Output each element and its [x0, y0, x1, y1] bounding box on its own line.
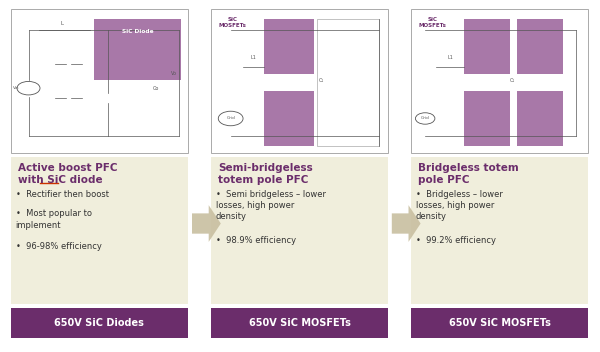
Text: Co: Co — [153, 86, 159, 91]
Bar — [11, 157, 188, 304]
Text: 650V SiC Diodes: 650V SiC Diodes — [55, 318, 144, 328]
Bar — [211, 308, 388, 338]
Text: SiC
MOSFETs: SiC MOSFETs — [418, 18, 446, 28]
Text: L: L — [61, 21, 64, 26]
Bar — [211, 9, 388, 153]
Bar — [464, 91, 510, 146]
Text: C₁: C₁ — [319, 78, 323, 83]
Text: 650V SiC MOSFETs: 650V SiC MOSFETs — [449, 318, 550, 328]
Bar — [317, 19, 379, 146]
Text: •  99.2% efficiency: • 99.2% efficiency — [416, 236, 496, 245]
Text: Grid: Grid — [421, 117, 430, 120]
Text: •  Semi bridgeless – lower
losses, high power
density: • Semi bridgeless – lower losses, high p… — [216, 190, 326, 221]
Bar — [517, 19, 563, 74]
Bar — [411, 308, 588, 338]
Text: •  Rectifier then boost: • Rectifier then boost — [16, 190, 109, 199]
Bar — [517, 91, 563, 146]
Bar — [11, 9, 188, 153]
Text: •  98.9% efficiency: • 98.9% efficiency — [216, 236, 296, 245]
Bar — [464, 19, 510, 74]
Text: •  Most popular to
implement: • Most popular to implement — [16, 209, 92, 230]
Text: Vo: Vo — [170, 71, 176, 76]
Text: Active boost PFC
with SiC diode: Active boost PFC with SiC diode — [18, 163, 118, 185]
Bar — [411, 157, 588, 304]
Text: SiC
MOSFETs: SiC MOSFETs — [218, 18, 247, 28]
Text: L1: L1 — [447, 55, 453, 61]
Text: •  96-98% efficiency: • 96-98% efficiency — [16, 242, 101, 251]
Text: Grid: Grid — [226, 117, 235, 120]
Polygon shape — [192, 205, 221, 242]
Text: 650V SiC MOSFETs: 650V SiC MOSFETs — [249, 318, 350, 328]
Bar — [265, 19, 314, 74]
Polygon shape — [392, 205, 421, 242]
Text: L1: L1 — [251, 55, 257, 61]
Text: C₁: C₁ — [509, 78, 515, 83]
Text: •  Bridgeless – lower
losses, high power
density: • Bridgeless – lower losses, high power … — [416, 190, 503, 221]
Bar — [211, 157, 388, 304]
Text: SiC Diode: SiC Diode — [122, 29, 153, 33]
Bar — [411, 9, 588, 153]
Bar — [11, 308, 188, 338]
Bar — [94, 19, 181, 80]
Text: Bridgeless totem
pole PFC: Bridgeless totem pole PFC — [418, 163, 519, 185]
Text: Semi-bridgeless
totem pole PFC: Semi-bridgeless totem pole PFC — [218, 163, 313, 185]
Bar — [265, 91, 314, 146]
Text: Vin: Vin — [13, 86, 19, 90]
